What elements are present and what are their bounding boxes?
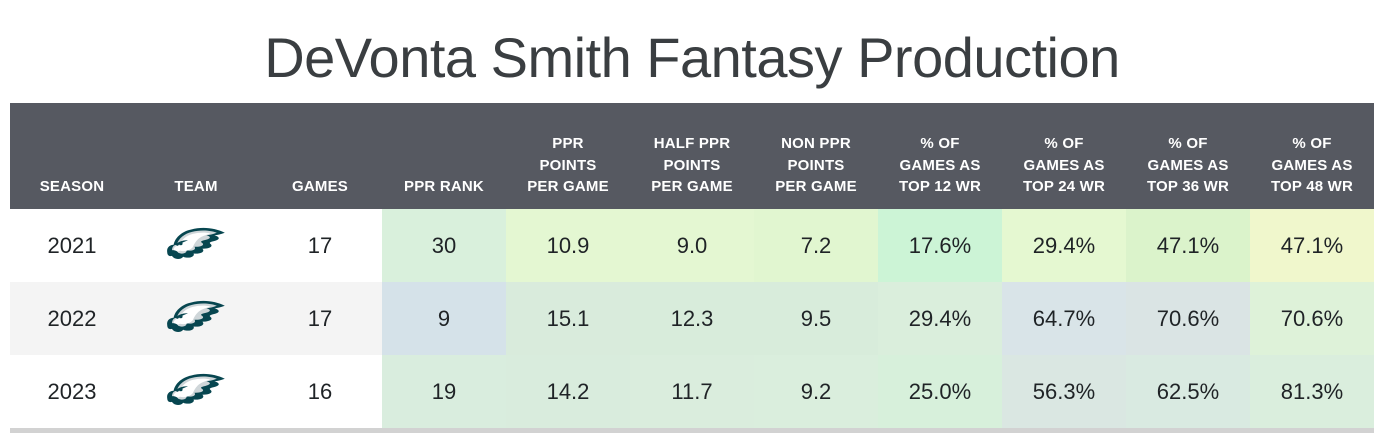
header-season: SEASON bbox=[10, 103, 134, 209]
eagles-logo-icon bbox=[167, 227, 225, 260]
top36-cell: 62.5% bbox=[1126, 355, 1250, 431]
nonppr-ppg-cell: 9.5 bbox=[754, 282, 878, 355]
table-header: SEASON TEAM GAMES PPR RANK PPR POINTS PE… bbox=[10, 103, 1374, 209]
top12-cell: 17.6% bbox=[878, 209, 1002, 282]
header-ppr-rank: PPR RANK bbox=[382, 103, 506, 209]
top24-cell: 29.4% bbox=[1002, 209, 1126, 282]
games-cell: 16 bbox=[307, 378, 333, 404]
top12-cell: 25.0% bbox=[878, 355, 1002, 431]
ppr-ppg-cell: 10.9 bbox=[506, 209, 630, 282]
top12-cell: 29.4% bbox=[878, 282, 1002, 355]
top24-cell: 56.3% bbox=[1002, 355, 1126, 431]
header-top24: % OF GAMES AS TOP 24 WR bbox=[1002, 103, 1126, 209]
team-cell bbox=[134, 355, 258, 431]
header-ppr-ppg: PPR POINTS PER GAME bbox=[506, 103, 630, 209]
table-row-2022: 2022 17 9 15.1 12.3 9.5 29.4% 64.7% 70.6… bbox=[10, 282, 1374, 355]
header-row: SEASON TEAM GAMES PPR RANK PPR POINTS PE… bbox=[10, 103, 1374, 209]
ppr-rank-cell: 30 bbox=[382, 209, 506, 282]
halfppr-ppg-cell: 12.3 bbox=[630, 282, 754, 355]
header-top36: % OF GAMES AS TOP 36 WR bbox=[1126, 103, 1250, 209]
ppr-rank-cell: 9 bbox=[382, 282, 506, 355]
top36-cell: 47.1% bbox=[1126, 209, 1250, 282]
season-cell: 2023 bbox=[47, 378, 97, 404]
games-cell: 17 bbox=[307, 305, 333, 331]
ppr-ppg-cell: 14.2 bbox=[506, 355, 630, 431]
top24-cell: 64.7% bbox=[1002, 282, 1126, 355]
header-games: GAMES bbox=[258, 103, 382, 209]
header-team: TEAM bbox=[134, 103, 258, 209]
ppr-ppg-cell: 15.1 bbox=[506, 282, 630, 355]
fantasy-production-table: SEASON TEAM GAMES PPR RANK PPR POINTS PE… bbox=[10, 103, 1374, 433]
page-title: DeVonta Smith Fantasy Production bbox=[264, 26, 1120, 89]
eagles-logo-icon bbox=[167, 300, 225, 333]
ppr-rank-cell: 19 bbox=[382, 355, 506, 431]
header-halfppr-ppg: HALF PPR POINTS PER GAME bbox=[630, 103, 754, 209]
eagles-logo-icon bbox=[167, 373, 225, 406]
header-top12: % OF GAMES AS TOP 12 WR bbox=[878, 103, 1002, 209]
team-cell bbox=[134, 282, 258, 355]
top48-cell: 47.1% bbox=[1250, 209, 1374, 282]
halfppr-ppg-cell: 11.7 bbox=[630, 355, 754, 431]
season-cell: 2022 bbox=[47, 305, 97, 331]
games-cell: 17 bbox=[307, 232, 333, 258]
halfppr-ppg-cell: 9.0 bbox=[630, 209, 754, 282]
header-top48: % OF GAMES AS TOP 48 WR bbox=[1250, 103, 1374, 209]
top36-cell: 70.6% bbox=[1126, 282, 1250, 355]
nonppr-ppg-cell: 9.2 bbox=[754, 355, 878, 431]
table-row-2021: 2021 17 30 10.9 9.0 7.2 17.6% 29.4% 47.1… bbox=[10, 209, 1374, 282]
table-body: 2021 17 30 10.9 9.0 7.2 17.6% 29.4% 47.1… bbox=[10, 209, 1374, 431]
top48-cell: 70.6% bbox=[1250, 282, 1374, 355]
header-nonppr-ppg: NON PPR POINTS PER GAME bbox=[754, 103, 878, 209]
nonppr-ppg-cell: 7.2 bbox=[754, 209, 878, 282]
season-cell: 2021 bbox=[47, 232, 97, 258]
team-cell bbox=[134, 209, 258, 282]
top48-cell: 81.3% bbox=[1250, 355, 1374, 431]
table-row-2023: 2023 16 19 14.2 11.7 9.2 25.0% 56.3% 62.… bbox=[10, 355, 1374, 431]
